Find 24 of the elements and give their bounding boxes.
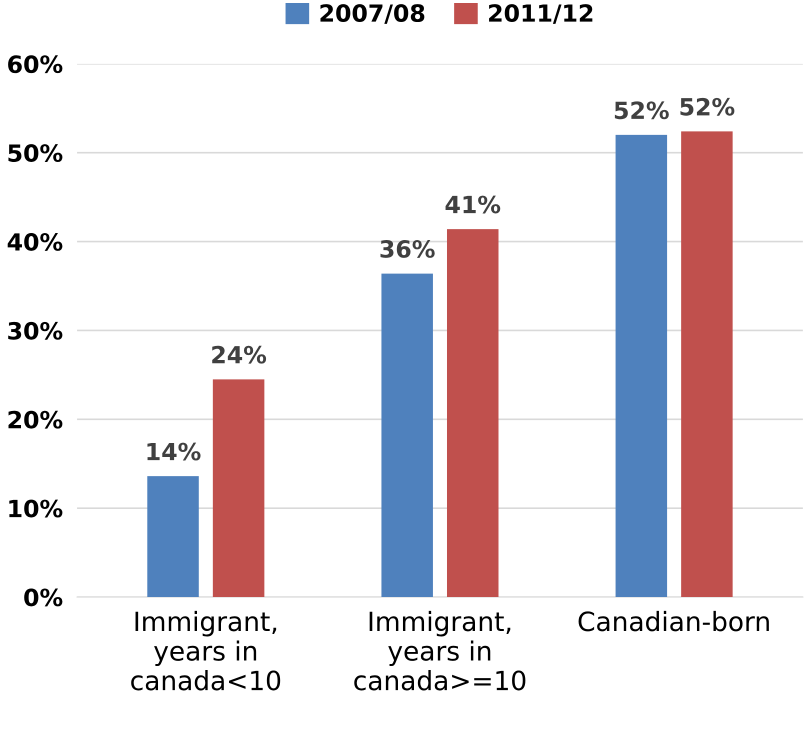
y-tick-label: 60% bbox=[8, 55, 62, 74]
y-tick-label: 40% bbox=[8, 233, 62, 251]
bar bbox=[147, 476, 199, 598]
y-tick-label: 0% bbox=[24, 588, 62, 606]
data-label: 14% bbox=[147, 442, 201, 460]
y-tick-label: 50% bbox=[8, 144, 62, 162]
bar bbox=[446, 229, 499, 598]
legend-label: 2011/12 bbox=[489, 4, 592, 24]
data-label: 24% bbox=[212, 346, 266, 364]
data-label: 36% bbox=[380, 240, 435, 258]
legend-label: 2007/08 bbox=[320, 4, 424, 24]
data-label: 52% bbox=[680, 98, 734, 116]
bar bbox=[616, 134, 668, 598]
data-label: 41% bbox=[446, 196, 500, 214]
y-tick-label: 10% bbox=[9, 500, 62, 518]
bar bbox=[381, 274, 433, 598]
y-tick-label: 30% bbox=[8, 322, 62, 340]
bar bbox=[212, 379, 264, 598]
x-tick-label: Canadian-born bbox=[578, 610, 769, 632]
y-tick-label: 20% bbox=[8, 410, 62, 429]
bar bbox=[681, 131, 733, 598]
x-tick-label: Immigrant, years in canada<10 bbox=[131, 610, 280, 690]
x-tick-label: Immigrant, years in canada>=10 bbox=[354, 610, 526, 690]
data-label: 52% bbox=[614, 101, 669, 120]
